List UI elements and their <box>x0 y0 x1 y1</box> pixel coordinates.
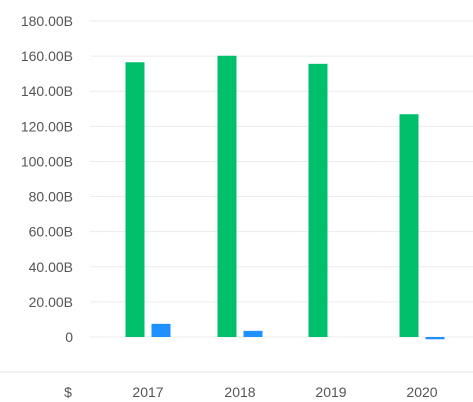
y-tick-label: 180.00B <box>21 13 73 29</box>
y-tick-label: 0 <box>65 329 73 345</box>
y-tick-label: 160.00B <box>21 48 73 64</box>
x-axis-tick-labels: 2017 2018 2019 2020 <box>132 384 437 400</box>
x-tick-label: 2019 <box>315 384 346 400</box>
x-tick-label: 2020 <box>406 384 437 400</box>
bar-2017-series-1 <box>125 62 145 337</box>
y-tick-label: 40.00B <box>29 259 73 275</box>
y-tick-label: 80.00B <box>29 189 73 205</box>
bars <box>125 55 445 340</box>
y-tick-label: 20.00B <box>29 294 73 310</box>
bar-2020-series-2 <box>425 337 445 340</box>
x-tick-label: 2018 <box>224 384 255 400</box>
y-tick-label: 60.00B <box>29 224 73 240</box>
bar-2020-series-1 <box>399 114 419 337</box>
bar-2018-series-2 <box>243 330 263 337</box>
grid-lines <box>90 20 473 338</box>
x-tick-label: 2017 <box>132 384 163 400</box>
y-axis-tick-labels: 0 20.00B 40.00B 60.00B 80.00B 100.00B 120.00B 1… <box>21 13 73 345</box>
bar-2017-series-2 <box>151 323 171 337</box>
bar-2018-series-1 <box>217 55 237 337</box>
currency-symbol-label: $ <box>64 384 72 400</box>
y-tick-label: 100.00B <box>21 153 73 169</box>
bar-2019-series-1 <box>308 63 328 337</box>
y-tick-label: 120.00B <box>21 118 73 134</box>
y-tick-label: 140.00B <box>21 83 73 99</box>
